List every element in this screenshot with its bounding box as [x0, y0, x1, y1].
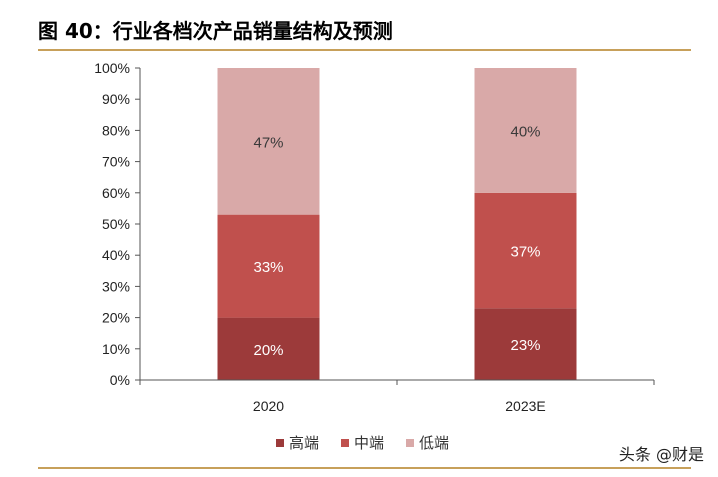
- x-axis: 2020 2023E: [139, 379, 655, 414]
- watermark: 头条 @财是: [618, 445, 704, 464]
- bottom-rule: [38, 467, 691, 469]
- legend-swatch: [406, 438, 415, 447]
- bar-segment: [217, 317, 320, 380]
- figure-title: 图 40：行业各档次产品销量结构及预测: [38, 19, 393, 43]
- bar-segment: [474, 308, 577, 380]
- bars-group: 20% 33% 47% 23% 37% 40%: [217, 68, 577, 380]
- bar-segment: [217, 68, 320, 215]
- x-category-label: 2020: [253, 398, 284, 414]
- data-label: 37%: [510, 244, 540, 261]
- y-tick-label: 80%: [102, 122, 130, 138]
- data-label: 23%: [510, 337, 540, 354]
- y-tick-label: 30%: [102, 278, 130, 294]
- y-tick-label: 60%: [102, 185, 130, 201]
- x-category-label: 2023E: [505, 398, 545, 414]
- legend-label: 中端: [354, 434, 385, 452]
- bar-segment: [474, 192, 577, 309]
- data-label: 20%: [253, 342, 283, 359]
- data-label: 40%: [510, 123, 540, 140]
- legend-swatch: [276, 438, 284, 447]
- bar-segment: [474, 68, 577, 193]
- y-tick-label: 100%: [94, 60, 130, 76]
- y-tick-label: 0%: [110, 372, 130, 388]
- y-tick-label: 90%: [102, 91, 130, 107]
- legend-item: 高端: [276, 432, 319, 453]
- title-rule: [38, 49, 691, 51]
- y-tick-label: 50%: [102, 216, 130, 232]
- y-axis: 0% 10% 20% 30% 40% 50% 60% 70% 80% 90% 100%: [94, 60, 141, 388]
- y-tick-label: 20%: [102, 310, 130, 326]
- legend: 高端 中端 低端: [276, 432, 449, 453]
- legend-item: 低端: [406, 432, 449, 453]
- y-tick-label: 70%: [102, 154, 130, 170]
- legend-item: 中端: [341, 432, 384, 453]
- legend-swatch: [341, 438, 350, 447]
- y-tick-label: 40%: [102, 247, 130, 263]
- bar-segment: [217, 214, 320, 318]
- legend-label: 低端: [419, 434, 450, 452]
- data-label: 33%: [253, 259, 283, 276]
- legend-label: 高端: [289, 434, 320, 452]
- data-label: 47%: [253, 134, 283, 151]
- y-tick-label: 10%: [102, 341, 130, 357]
